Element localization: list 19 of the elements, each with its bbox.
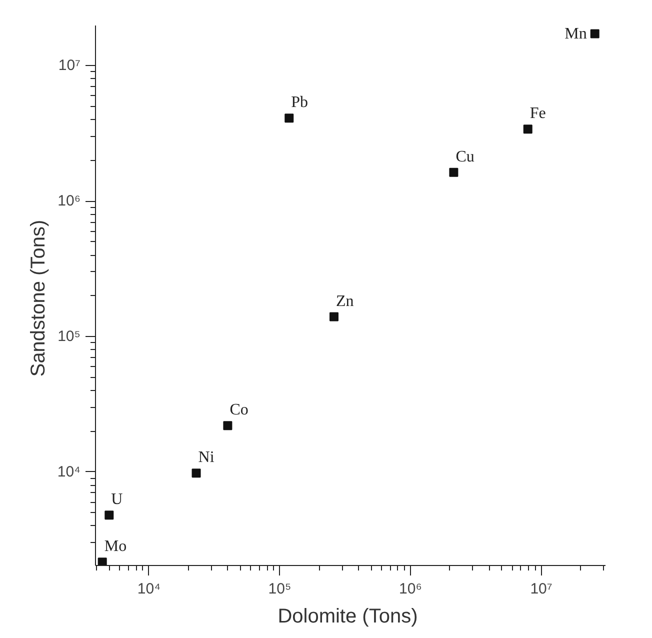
y-tick-label: 10⁷ — [58, 57, 81, 74]
x-tick-label: 10⁴ — [137, 580, 161, 598]
annotation: U — [111, 491, 124, 508]
y-axis-title: Sandstone (Tons) — [27, 220, 50, 377]
x-tick-label: 10⁷ — [530, 580, 552, 598]
y-tick-label: 10⁵ — [58, 328, 81, 346]
annotation: Mo — [104, 538, 127, 556]
annotation: Cu — [456, 148, 474, 166]
annotation: Mn — [564, 25, 587, 42]
annotation: Pb — [291, 94, 308, 112]
x-axis-title: Dolomite (Tons) — [278, 606, 418, 628]
x-tick-label: 10⁵ — [268, 580, 292, 598]
annotation: Ni — [198, 449, 215, 466]
annotation: Co — [230, 402, 248, 419]
y-tick-label: 10⁶ — [58, 192, 80, 210]
y-tick-label: 10⁴ — [57, 463, 81, 480]
annotation: Fe — [530, 105, 546, 122]
x-tick-label: 10⁶ — [399, 580, 422, 598]
annotation: Zn — [336, 292, 354, 310]
